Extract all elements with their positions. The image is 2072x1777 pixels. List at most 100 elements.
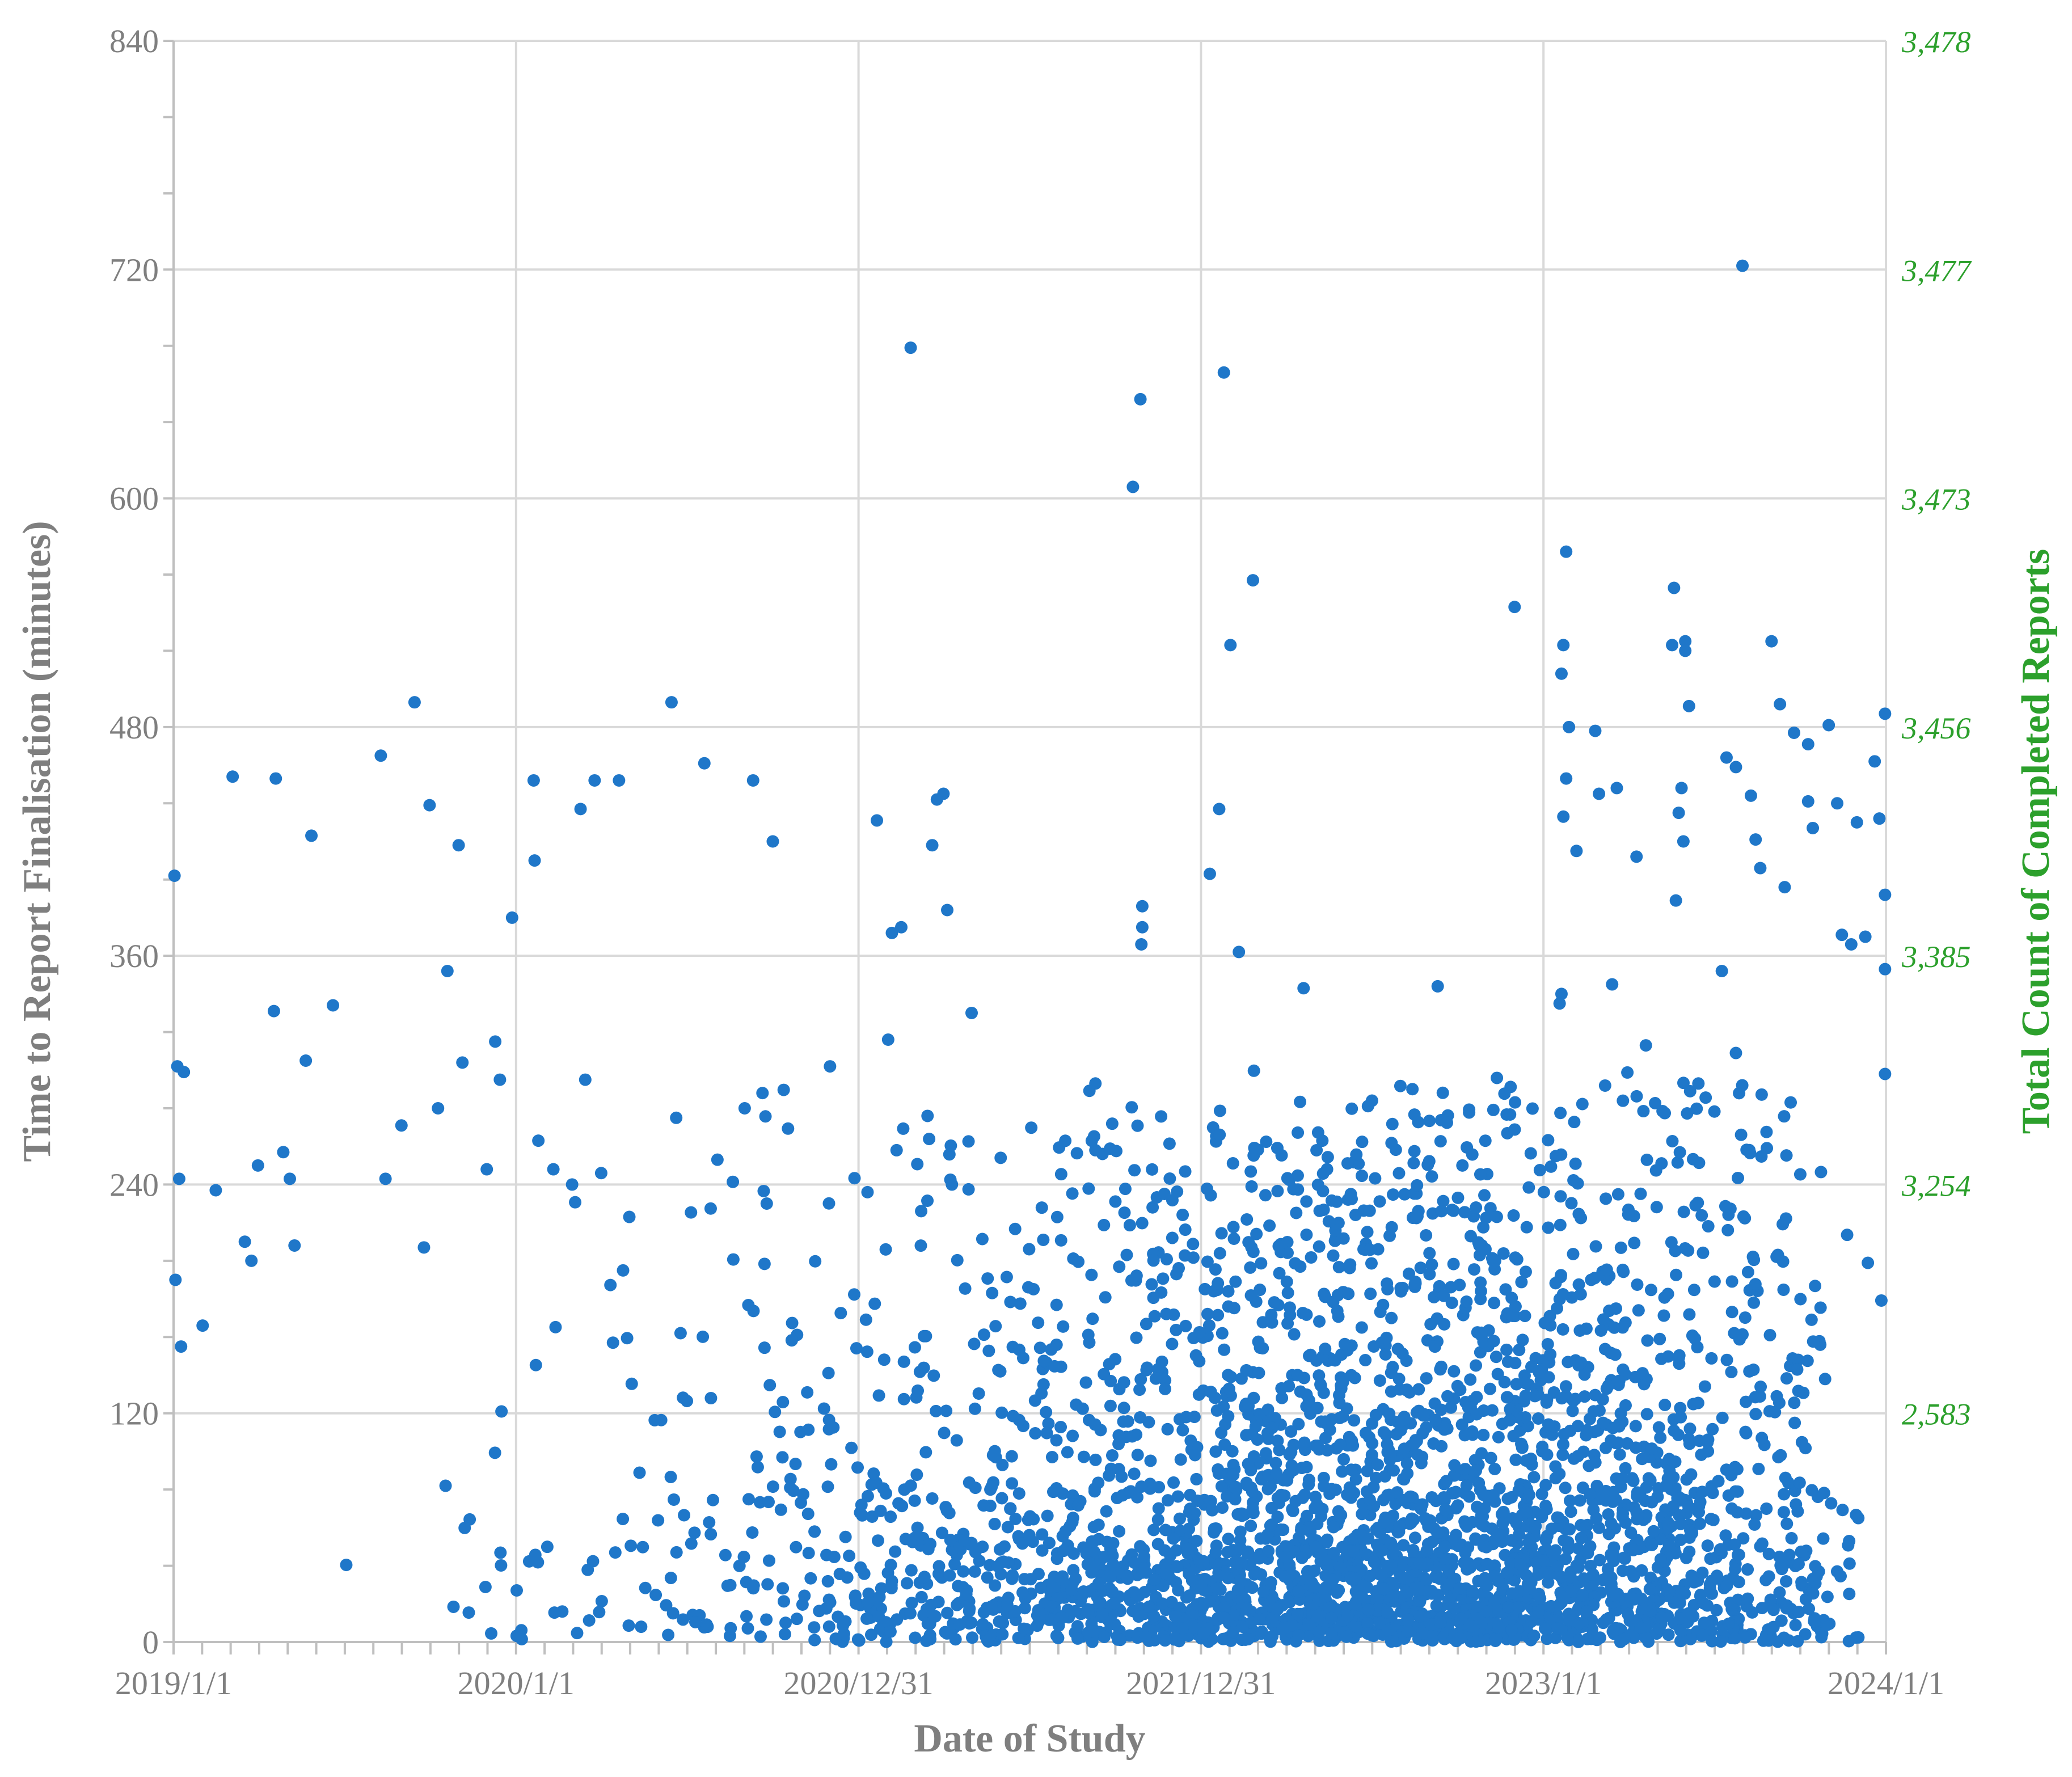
data-point	[1434, 1135, 1447, 1148]
data-point	[1481, 1579, 1494, 1592]
data-point	[1549, 1277, 1562, 1290]
data-point	[1725, 1602, 1738, 1615]
data-point	[1212, 1569, 1225, 1582]
data-point	[1366, 1437, 1379, 1450]
data-point	[1606, 978, 1619, 991]
data-point	[1368, 1556, 1381, 1569]
data-point	[1410, 1212, 1423, 1225]
data-point	[1104, 1399, 1117, 1412]
data-point	[1445, 1297, 1458, 1310]
data-point	[822, 1197, 835, 1210]
data-point	[1373, 1195, 1386, 1208]
data-point	[1319, 1343, 1332, 1356]
data-point	[1843, 1557, 1856, 1570]
data-point	[1799, 1442, 1812, 1455]
data-point	[706, 1493, 719, 1506]
data-point	[1110, 1145, 1123, 1158]
data-point	[1624, 1526, 1638, 1539]
data-point	[1732, 1576, 1745, 1589]
data-point	[884, 1625, 897, 1638]
data-point	[1036, 1528, 1049, 1541]
data-point	[529, 1548, 542, 1561]
data-point	[996, 1458, 1009, 1471]
data-point	[1569, 1157, 1582, 1170]
data-point	[1040, 1405, 1053, 1419]
data-point	[1072, 1255, 1085, 1268]
data-point	[1381, 1624, 1394, 1637]
data-point	[1296, 1491, 1309, 1504]
data-point	[958, 1534, 971, 1547]
data-point	[1879, 1067, 1892, 1080]
data-point	[1425, 1170, 1438, 1183]
data-point	[1420, 1372, 1433, 1385]
data-point	[859, 1313, 872, 1326]
data-point	[1193, 1326, 1206, 1339]
data-point	[1385, 1137, 1398, 1150]
data-point	[1321, 1151, 1334, 1164]
data-point	[1240, 1364, 1253, 1377]
data-point	[851, 1461, 864, 1474]
data-point	[1501, 1492, 1514, 1505]
data-point	[747, 1579, 760, 1592]
data-point	[1660, 1479, 1673, 1492]
data-point	[777, 1083, 790, 1096]
data-point	[1554, 1218, 1567, 1231]
data-point	[1464, 1373, 1477, 1386]
data-point	[995, 1492, 1008, 1505]
data-point	[1649, 1164, 1662, 1177]
data-point	[1222, 1285, 1235, 1298]
data-point	[1762, 1547, 1775, 1560]
data-point	[1174, 1453, 1187, 1466]
data-point	[1514, 1558, 1527, 1571]
data-point	[1071, 1620, 1084, 1633]
data-point	[1361, 1226, 1374, 1239]
data-point	[763, 1379, 777, 1392]
data-point	[1044, 1600, 1057, 1613]
data-point	[1271, 1184, 1284, 1197]
data-point	[1598, 1079, 1611, 1092]
data-point	[284, 1172, 297, 1185]
data-point	[1500, 1108, 1513, 1121]
data-point	[962, 1135, 975, 1148]
data-point	[1103, 1358, 1116, 1371]
data-point	[1345, 1192, 1358, 1205]
data-point	[1559, 1481, 1572, 1495]
data-point	[1810, 1570, 1823, 1583]
data-point	[1412, 1383, 1425, 1396]
data-point	[1716, 1411, 1729, 1424]
data-point	[1699, 1091, 1712, 1104]
data-point	[1319, 1290, 1332, 1303]
data-point	[1441, 1552, 1454, 1565]
data-point	[609, 1546, 622, 1559]
data-point	[1432, 1526, 1445, 1539]
data-point	[977, 1499, 990, 1512]
data-point	[1413, 1610, 1427, 1623]
data-point	[1329, 1224, 1342, 1237]
data-point	[1281, 1246, 1294, 1259]
data-point	[1000, 1271, 1013, 1284]
data-point	[1680, 1551, 1693, 1564]
data-point	[1226, 1445, 1239, 1458]
data-point	[719, 1548, 732, 1561]
data-point	[951, 1253, 964, 1267]
data-point	[1006, 1477, 1019, 1490]
data-point	[1491, 1071, 1504, 1084]
data-point	[1009, 1512, 1022, 1525]
data-point	[1341, 1609, 1354, 1622]
data-point	[957, 1565, 970, 1578]
data-point	[1360, 1485, 1373, 1498]
data-point	[1157, 1272, 1170, 1285]
data-point	[681, 1395, 694, 1408]
data-point	[885, 1578, 898, 1592]
data-point	[1045, 1343, 1058, 1356]
data-point	[897, 1392, 910, 1405]
data-point	[1322, 1215, 1335, 1228]
data-point	[1294, 1095, 1307, 1108]
data-point	[1488, 1297, 1501, 1310]
data-point	[1335, 1509, 1348, 1522]
data-point	[1319, 1582, 1332, 1595]
data-point	[1348, 1414, 1361, 1427]
data-point	[1510, 1378, 1523, 1391]
data-point	[1780, 1372, 1793, 1385]
data-point	[1048, 1580, 1061, 1593]
